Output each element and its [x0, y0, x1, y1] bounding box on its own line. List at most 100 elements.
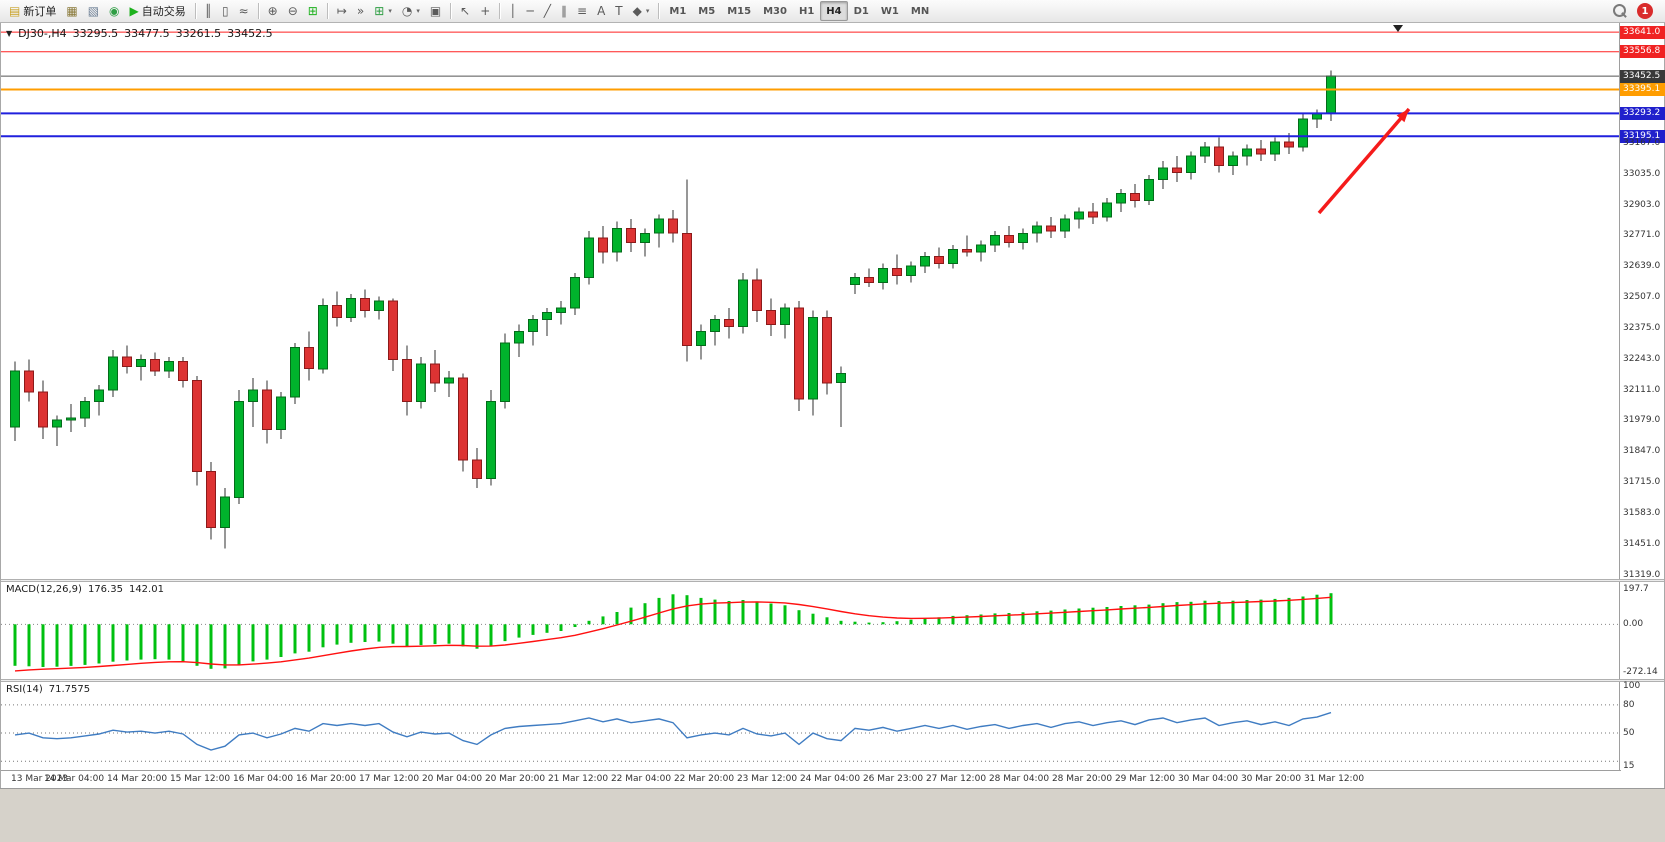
tf-w1-button[interactable]: W1: [875, 1, 905, 21]
refresh-button[interactable]: ◉: [104, 1, 124, 21]
tf-d1-button[interactable]: D1: [848, 1, 875, 21]
auto-scroll-button[interactable]: »: [352, 1, 369, 21]
zoom-in-button[interactable]: ⊕: [263, 1, 283, 21]
rsi-axis[interactable]: 100 80 50 15: [1619, 681, 1664, 771]
tf-m30-button[interactable]: M30: [757, 1, 793, 21]
time-axis-label: 31 Mar 12:00: [1303, 774, 1365, 784]
crosshair-button[interactable]: +: [475, 1, 495, 21]
new-order-button[interactable]: ▤ 新订单: [4, 1, 61, 21]
toolbar-separator: [450, 3, 452, 19]
line-chart-button[interactable]: ≈: [234, 1, 254, 21]
rsi-axis-label: 100: [1623, 681, 1641, 691]
rsi-name: RSI(14): [6, 684, 43, 695]
tile-windows-icon: ⊞: [307, 4, 318, 18]
macd-axis-label: 197.7: [1623, 584, 1649, 595]
price-axis-label: 31847.0: [1623, 446, 1661, 457]
tf-d1-button-label: D1: [853, 5, 869, 17]
price-axis-label: 31451.0: [1623, 538, 1661, 549]
candlestick-chart-button[interactable]: ▯: [217, 1, 234, 21]
auto-scroll-icon: »: [356, 4, 365, 18]
vertical-line-button[interactable]: │: [504, 1, 521, 21]
bar-chart-button[interactable]: ║: [200, 1, 217, 21]
period-button[interactable]: ◔ ▾: [397, 1, 425, 21]
time-axis-label: 27 Mar 12:00: [925, 774, 987, 784]
time-axis-label: 17 Mar 12:00: [358, 774, 420, 784]
time-axis-label: 30 Mar 04:00: [1177, 774, 1239, 784]
vertical-line-icon: │: [509, 4, 517, 18]
channel-button[interactable]: ∥: [556, 1, 572, 21]
tile-windows-button[interactable]: ⊞: [303, 1, 323, 21]
auto-trading-button[interactable]: ▶ 自动交易: [125, 1, 191, 21]
tf-m5-button[interactable]: M5: [692, 1, 721, 21]
rsi-axis-label: 80: [1623, 699, 1635, 710]
tf-m15-button[interactable]: M15: [721, 1, 757, 21]
new-order-button-label: 新订单: [23, 5, 57, 18]
macd-chart[interactable]: [1, 582, 1621, 679]
text-label-button[interactable]: T: [610, 1, 627, 21]
macd-signal-value: 142.01: [128, 584, 164, 595]
search-icon[interactable]: [1613, 4, 1627, 18]
hline-red-2-tag: 33556.8: [1620, 45, 1665, 59]
macd-axis[interactable]: 197.7 0.00 -272.14: [1619, 582, 1664, 679]
price-axis-label: 32903.0: [1623, 199, 1661, 210]
fibonacci-icon: ≡: [577, 4, 588, 18]
low-value: 33261.5: [175, 27, 222, 40]
zoom-in-icon: ⊕: [267, 4, 278, 18]
symbol-period-label: DJ30-,H4: [18, 27, 67, 40]
toolbar-separator: [194, 3, 196, 19]
time-axis-label: 16 Mar 20:00: [295, 774, 357, 784]
data-window-button[interactable]: ▧: [83, 1, 104, 21]
rsi-label: RSI(14) 71.7575: [6, 684, 90, 695]
tf-m1-button[interactable]: M1: [663, 1, 692, 21]
price-axis-label: 32243.0: [1623, 353, 1661, 364]
toolbar-right: 1: [1613, 3, 1661, 19]
tf-mn-button[interactable]: MN: [905, 1, 935, 21]
toolbar-separator: [326, 3, 328, 19]
macd-name: MACD(12,26,9): [6, 584, 82, 595]
tf-h4-button[interactable]: H4: [820, 1, 848, 21]
price-axis[interactable]: 33641.0 33556.8 33452.5 33395.1 33293.2 33195…: [1619, 23, 1665, 580]
text-button[interactable]: A: [592, 1, 610, 21]
macd-panel: MACD(12,26,9) 176.35 142.01 197.7 0.00 -27…: [1, 582, 1664, 679]
time-axis[interactable]: 13 Mar 2023 14 Mar 04:00 14 Mar 20:00 15 Ma…: [1, 770, 1621, 788]
rsi-chart[interactable]: [1, 682, 1621, 770]
close-value: 33452.5: [227, 27, 273, 40]
tf-m5-button-label: M5: [698, 5, 716, 17]
rsi-value: 71.7575: [48, 684, 91, 695]
time-axis-label: 28 Mar 04:00: [988, 774, 1050, 784]
time-axis-label: 14 Mar 04:00: [43, 774, 105, 784]
tf-h1-button-label: H1: [798, 5, 815, 17]
chart-shift-button[interactable]: ↦: [332, 1, 352, 21]
macd-axis-label: 0.00: [1623, 619, 1644, 630]
shapes-button[interactable]: ◆ ▾: [628, 1, 655, 21]
new-chart-icon: ⊞: [374, 4, 385, 18]
time-axis-label: 22 Mar 20:00: [673, 774, 735, 784]
time-axis-label: 16 Mar 04:00: [232, 774, 294, 784]
zoom-out-button[interactable]: ⊖: [283, 1, 303, 21]
notification-badge[interactable]: 1: [1637, 3, 1653, 19]
chart-properties-button[interactable]: ▣: [425, 1, 446, 21]
tf-mn-button-label: MN: [910, 5, 930, 17]
tf-h1-button[interactable]: H1: [793, 1, 820, 21]
trendline-button[interactable]: ╱: [539, 1, 556, 21]
trade-panel-expand-icon[interactable]: ▼: [6, 29, 13, 38]
horizontal-line-button[interactable]: ─: [522, 1, 539, 21]
cursor-icon: ↖: [460, 4, 471, 18]
candlestick-chart[interactable]: [1, 23, 1621, 579]
ohlc-header: ▼ DJ30-,H4 33295.5 33477.5 33261.5 33452…: [6, 27, 273, 40]
cursor-button[interactable]: ↖: [455, 1, 475, 21]
price-chart-panel: ▼ DJ30-,H4 33295.5 33477.5 33261.5 33452…: [1, 23, 1665, 580]
chart-window-icon: ▦: [66, 4, 78, 18]
toolbar-items: ▤ 新订单 ▦ ▧ ◉ ▶ 自动交易 ║ ▯ ≈ ⊕ ⊖ ⊞ ↦ » ⊞ ▾ ◔ ▾ ▣ ↖ + │ ─ ╱ ∥ ≡ A T ◆ ▾ M1 M5…: [4, 0, 1613, 22]
fibonacci-button[interactable]: ≡: [572, 1, 592, 21]
channel-icon: ∥: [561, 4, 567, 18]
panel-divider[interactable]: [1, 679, 1664, 682]
new-chart-button[interactable]: ⊞ ▾: [369, 1, 397, 21]
chart-window-button[interactable]: ▦: [61, 1, 82, 21]
price-axis-label: 31583.0: [1623, 507, 1661, 518]
line-chart-icon: ≈: [238, 4, 249, 18]
panel-divider[interactable]: [1, 579, 1664, 582]
tf-m30-button-label: M30: [763, 5, 787, 17]
rsi-panel: RSI(14) 71.7575 100 80 50 15: [1, 681, 1664, 771]
open-value: 33295.5: [72, 27, 119, 40]
